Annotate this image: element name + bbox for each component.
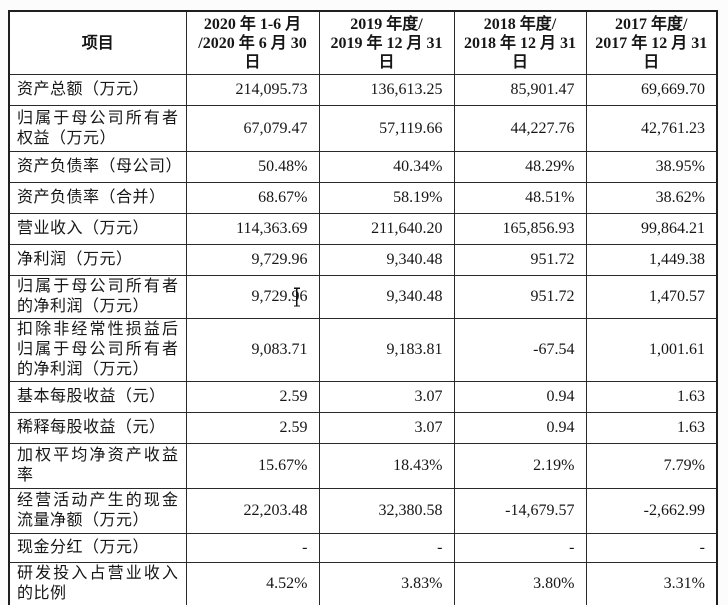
row-label: 净利润（万元） bbox=[8, 244, 187, 276]
table-row: 资产负债率（合并） 68.67% 58.19% 48.51% 38.62% bbox=[8, 182, 718, 214]
row-label: 扣除非经常性损益后归属于母公司所有者的净利润（万元） bbox=[8, 318, 187, 382]
value-cell: 48.29% bbox=[453, 151, 587, 183]
value-cell: 951.72 bbox=[453, 275, 587, 319]
column-header-2019: 2019 年度/ 2019 年 12 月 31 日 bbox=[318, 10, 455, 75]
value-cell: 15.67% bbox=[185, 443, 320, 489]
value-cell: -67.54 bbox=[453, 318, 587, 382]
value-cell: 18.43% bbox=[318, 443, 455, 489]
table-row: 资产总额（万元） 214,095.73 136,613.25 85,901.47 69,… bbox=[8, 74, 718, 106]
value-cell: 1,449.38 bbox=[585, 244, 718, 276]
value-cell: 1,470.57 bbox=[585, 275, 718, 319]
table-row: 归属于母公司所有者的净利润（万元） 9,729.96 9,340.48 951.72 1… bbox=[8, 275, 718, 319]
value-cell: 38.95% bbox=[585, 151, 718, 183]
value-cell: 58.19% bbox=[318, 182, 455, 214]
table-header-row: 项目 2020 年 1-6 月 /2020 年 6 月 30 日 2019 年度… bbox=[8, 10, 718, 75]
column-header-2018: 2018 年度/ 2018 年 12 月 31 日 bbox=[453, 10, 587, 75]
row-label: 归属于母公司所有者的净利润（万元） bbox=[8, 275, 187, 319]
value-cell: 48.51% bbox=[453, 182, 587, 214]
value-cell: 2.19% bbox=[453, 443, 587, 489]
value-cell: 0.94 bbox=[453, 381, 587, 413]
row-label: 资产负债率（母公司） bbox=[8, 151, 187, 183]
row-label: 研发投入占营业收入的比例 bbox=[8, 562, 187, 605]
table-row: 净利润（万元） 9,729.96 9,340.48 951.72 1,449.38 bbox=[8, 244, 718, 276]
column-header-item: 项目 bbox=[8, 10, 187, 75]
value-cell: 7.79% bbox=[585, 443, 718, 489]
text-cursor-icon bbox=[292, 287, 302, 307]
value-cell: 9,340.48 bbox=[318, 244, 455, 276]
value-cell: 3.07 bbox=[318, 381, 455, 413]
column-header-2020: 2020 年 1-6 月 /2020 年 6 月 30 日 bbox=[185, 10, 320, 75]
table-row: 现金分红（万元） - - - - bbox=[8, 533, 718, 563]
value-cell: 1.63 bbox=[585, 381, 718, 413]
value-cell: - bbox=[585, 533, 718, 563]
row-label: 加权平均净资产收益率 bbox=[8, 443, 187, 489]
value-cell: - bbox=[318, 533, 455, 563]
value-cell: 0.94 bbox=[453, 412, 587, 444]
value-cell: -2,662.99 bbox=[585, 488, 718, 534]
table-body: 资产总额（万元） 214,095.73 136,613.25 85,901.47 69,… bbox=[8, 74, 718, 605]
row-label: 营业收入（万元） bbox=[8, 213, 187, 245]
value-cell: 2.59 bbox=[185, 381, 320, 413]
row-label: 资产总额（万元） bbox=[8, 74, 187, 106]
value-cell: 9,729.96 bbox=[185, 244, 320, 276]
row-label: 稀释每股收益（元） bbox=[8, 412, 187, 444]
table-row: 营业收入（万元） 114,363.69 211,640.20 165,856.93 99… bbox=[8, 213, 718, 245]
value-cell: 57,119.66 bbox=[318, 105, 455, 152]
table-row: 扣除非经常性损益后归属于母公司所有者的净利润（万元） 9,083.71 9,183.… bbox=[8, 318, 718, 382]
value-cell: 68.67% bbox=[185, 182, 320, 214]
value-cell: 85,901.47 bbox=[453, 74, 587, 106]
value-cell: 951.72 bbox=[453, 244, 587, 276]
row-label: 归属于母公司所有者权益（万元） bbox=[8, 105, 187, 152]
value-cell: 42,761.23 bbox=[585, 105, 718, 152]
value-cell: 9,183.81 bbox=[318, 318, 455, 382]
table-row: 基本每股收益（元） 2.59 3.07 0.94 1.63 bbox=[8, 381, 718, 413]
table-row: 经营活动产生的现金流量净额（万元） 22,203.48 32,380.58 -14,6… bbox=[8, 488, 718, 534]
value-cell: 99,864.21 bbox=[585, 213, 718, 245]
value-cell: 9,340.48 bbox=[318, 275, 455, 319]
value-cell: 114,363.69 bbox=[185, 213, 320, 245]
row-label: 现金分红（万元） bbox=[8, 533, 187, 563]
value-cell: 67,079.47 bbox=[185, 105, 320, 152]
value-cell: 211,640.20 bbox=[318, 213, 455, 245]
value-cell: 32,380.58 bbox=[318, 488, 455, 534]
value-cell: 3.83% bbox=[318, 562, 455, 605]
value-cell: 3.80% bbox=[453, 562, 587, 605]
table-row: 加权平均净资产收益率 15.67% 18.43% 2.19% 7.79% bbox=[8, 443, 718, 489]
value-cell: 9,083.71 bbox=[185, 318, 320, 382]
value-cell: 3.31% bbox=[585, 562, 718, 605]
value-cell: 1,001.61 bbox=[585, 318, 718, 382]
table-row: 稀释每股收益（元） 2.59 3.07 0.94 1.63 bbox=[8, 412, 718, 444]
value-cell: 22,203.48 bbox=[185, 488, 320, 534]
value-cell: 3.07 bbox=[318, 412, 455, 444]
row-label: 经营活动产生的现金流量净额（万元） bbox=[8, 488, 187, 534]
value-cell: 2.59 bbox=[185, 412, 320, 444]
value-cell: 40.34% bbox=[318, 151, 455, 183]
value-cell: 214,095.73 bbox=[185, 74, 320, 106]
value-cell: 44,227.76 bbox=[453, 105, 587, 152]
value-cell: 9,729.96 bbox=[185, 275, 320, 319]
value-cell: 38.62% bbox=[585, 182, 718, 214]
value-cell: - bbox=[185, 533, 320, 563]
value-cell: - bbox=[453, 533, 587, 563]
row-label: 基本每股收益（元） bbox=[8, 381, 187, 413]
table-row: 研发投入占营业收入的比例 4.52% 3.83% 3.80% 3.31% bbox=[8, 562, 718, 605]
value-cell: 1.63 bbox=[585, 412, 718, 444]
value-cell: 69,669.70 bbox=[585, 74, 718, 106]
row-label: 资产负债率（合并） bbox=[8, 182, 187, 214]
table-row: 资产负债率（母公司） 50.48% 40.34% 48.29% 38.95% bbox=[8, 151, 718, 183]
table-row: 归属于母公司所有者权益（万元） 67,079.47 57,119.66 44,227.… bbox=[8, 105, 718, 152]
value-cell: 50.48% bbox=[185, 151, 320, 183]
value-cell: 4.52% bbox=[185, 562, 320, 605]
value-cell: -14,679.57 bbox=[453, 488, 587, 534]
value-cell: 136,613.25 bbox=[318, 74, 455, 106]
financial-summary-table: 项目 2020 年 1-6 月 /2020 年 6 月 30 日 2019 年度… bbox=[8, 10, 718, 605]
value-cell: 165,856.93 bbox=[453, 213, 587, 245]
column-header-2017: 2017 年度/ 2017 年 12 月 31 日 bbox=[585, 10, 718, 75]
